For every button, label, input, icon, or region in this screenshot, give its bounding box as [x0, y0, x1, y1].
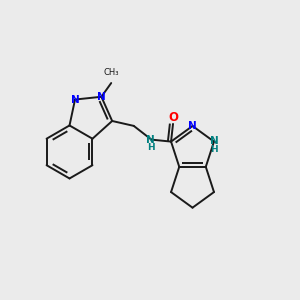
- Text: H: H: [147, 143, 154, 152]
- Text: N: N: [188, 121, 197, 131]
- Text: N: N: [146, 135, 155, 145]
- Text: O: O: [168, 111, 178, 124]
- Text: N: N: [210, 136, 218, 146]
- Text: N: N: [71, 94, 80, 104]
- Text: H: H: [210, 145, 218, 154]
- Text: N: N: [97, 92, 106, 102]
- Text: CH₃: CH₃: [103, 68, 119, 77]
